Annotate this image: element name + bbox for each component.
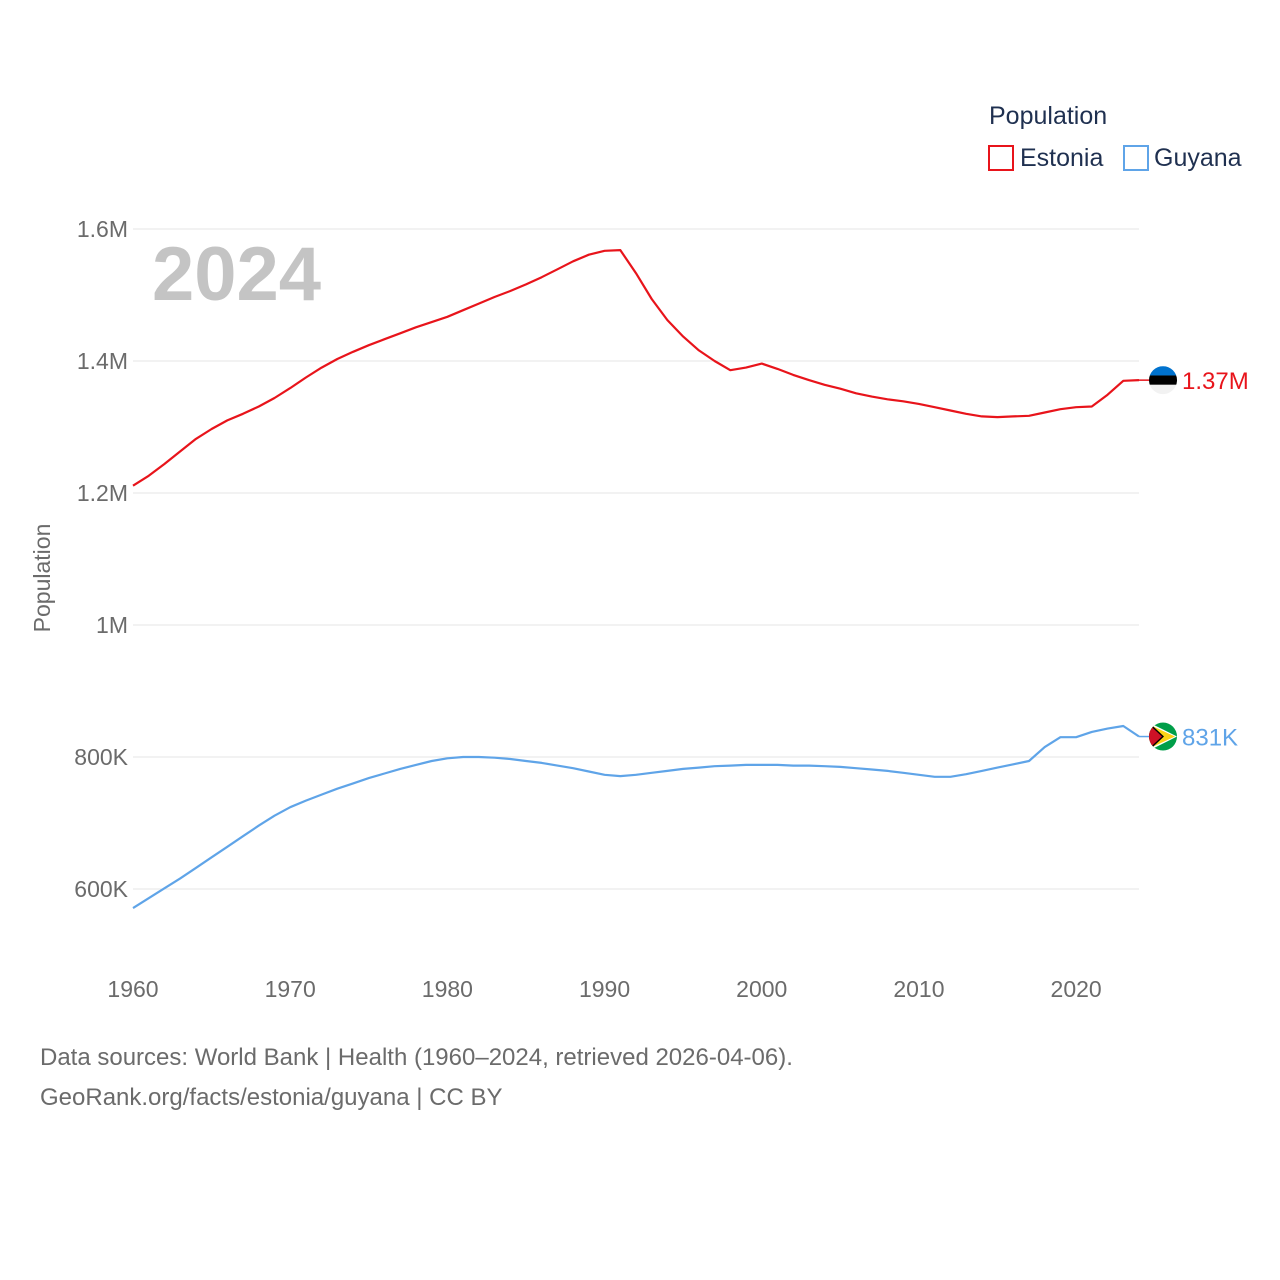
x-axis-ticks: 1960 1970 1980 1990 2000 2010 2020: [107, 976, 1101, 1002]
legend-item-guyana[interactable]: Guyana: [1123, 144, 1242, 172]
series-lines: [132, 249, 1140, 910]
y-tick-label: 1.4M: [77, 348, 128, 374]
y-axis-label: Population: [29, 524, 55, 633]
x-tick-label: 1990: [579, 976, 630, 1002]
legend-title: Population: [989, 102, 1107, 130]
end-value-label-guyana: 831K: [1182, 725, 1238, 752]
series-line-guyana[interactable]: [132, 724, 1140, 910]
source-line-1: Data sources: World Bank | Health (1960–…: [40, 1044, 793, 1071]
y-tick-label: 1.6M: [77, 216, 128, 242]
source-line-2[interactable]: GeoRank.org/facts/estonia/guyana | CC BY: [40, 1084, 503, 1111]
x-tick-label: 1980: [422, 976, 473, 1002]
x-tick-label: 2000: [736, 976, 787, 1002]
gridlines: [133, 228, 1139, 890]
y-tick-label: 1M: [96, 612, 128, 638]
end-markers: 1.37M 831K: [1139, 366, 1249, 752]
legend: Population Estonia Guyana: [988, 102, 1242, 172]
legend-item-estonia[interactable]: Estonia: [988, 144, 1103, 172]
x-tick-label: 1960: [107, 976, 158, 1002]
legend-swatch-guyana: [1123, 145, 1149, 171]
x-tick-label: 2020: [1051, 976, 1102, 1002]
legend-label-estonia: Estonia: [1020, 144, 1103, 172]
x-tick-label: 1970: [265, 976, 316, 1002]
y-tick-label: 600K: [74, 876, 128, 902]
end-value-label-estonia: 1.37M: [1182, 368, 1249, 395]
current-year-label: 2024: [152, 232, 321, 317]
x-tick-label: 2010: [893, 976, 944, 1002]
guyana-flag-icon: [1149, 722, 1177, 751]
estonia-flag-icon: [1149, 366, 1177, 395]
y-tick-label: 1.2M: [77, 480, 128, 506]
legend-swatch-estonia: [988, 145, 1014, 171]
legend-label-guyana: Guyana: [1154, 144, 1242, 172]
series-line-estonia[interactable]: [132, 249, 1140, 487]
y-axis-ticks: 600K 800K 1M 1.2M 1.4M 1.6M: [74, 216, 128, 902]
y-tick-label: 800K: [74, 744, 128, 770]
